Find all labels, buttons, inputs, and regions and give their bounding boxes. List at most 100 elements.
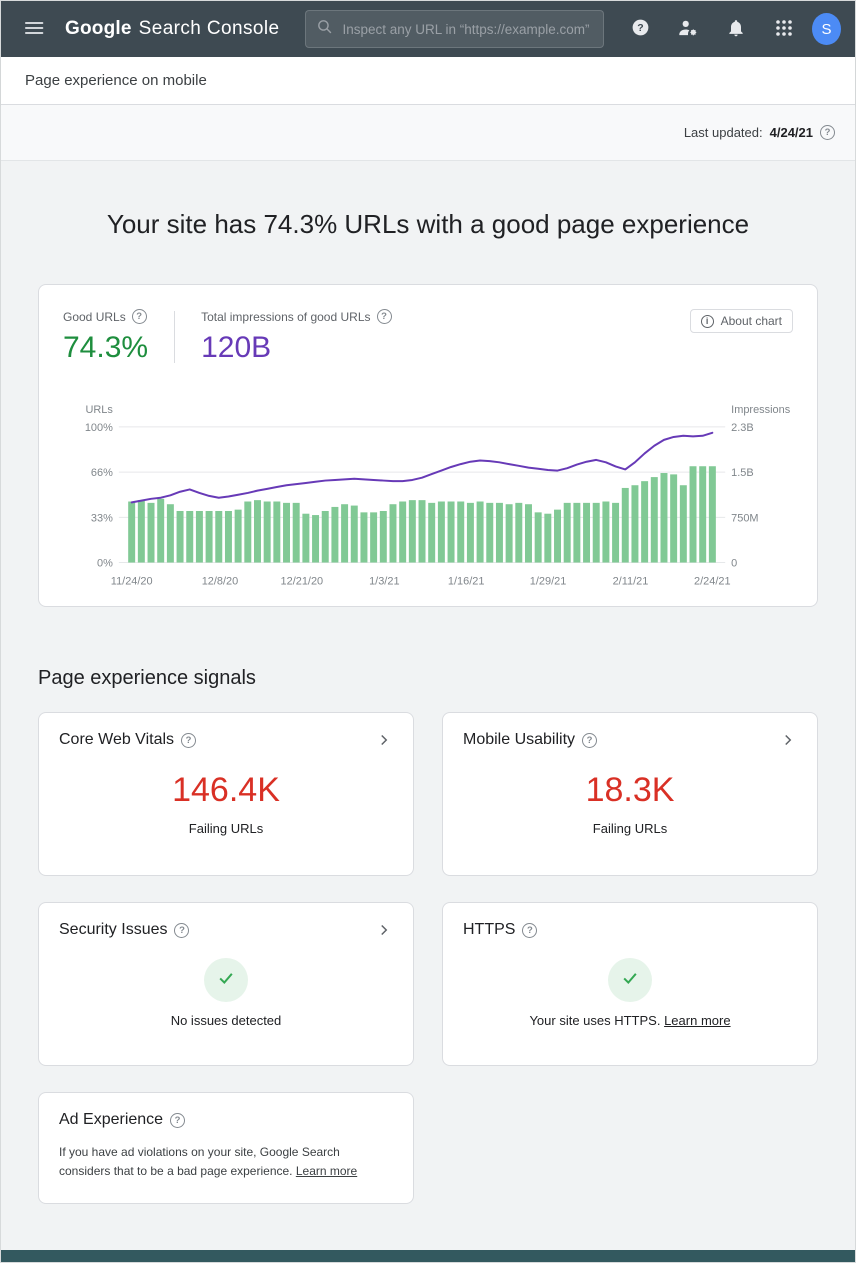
page-experience-chart[interactable]: URLs 100% 66% 33% 0% Impressions 2.3B 1.5B 750M 0…	[63, 393, 793, 592]
menu-button[interactable]	[15, 9, 55, 49]
card-title: Ad Experience	[59, 1111, 164, 1129]
https-help-icon[interactable]	[522, 922, 538, 938]
https-learn-more-link[interactable]: Learn more	[664, 1013, 731, 1029]
mobile-usability-help-icon[interactable]	[582, 732, 598, 748]
footer-bar	[1, 1250, 855, 1263]
card-https: HTTPS Your site uses HTTPS. Learn more	[442, 902, 818, 1067]
ad-experience-help-icon[interactable]	[170, 1112, 186, 1128]
card-title: Security Issues	[59, 921, 168, 939]
card-ad-experience: Ad Experience If you have ad violations …	[38, 1092, 414, 1205]
card-header: HTTPS	[463, 921, 797, 939]
signals-heading: Page experience signals	[38, 667, 256, 690]
search-icon	[316, 18, 333, 40]
info-icon	[700, 314, 714, 328]
ad-experience-learn-more-link[interactable]: Learn more	[295, 1164, 358, 1179]
main-content: Your site has 74.3% URLs with a good pag…	[1, 161, 855, 1212]
svg-text:100%: 100%	[85, 422, 113, 434]
bell-icon	[726, 18, 746, 41]
card-header: Core Web Vitals	[59, 731, 393, 749]
card-title: HTTPS	[463, 921, 516, 939]
breadcrumb: Page experience on mobile	[25, 72, 207, 89]
svg-text:0%: 0%	[97, 558, 113, 570]
help-icon: ?	[630, 17, 651, 41]
failing-urls-caption: Failing URLs	[188, 820, 264, 836]
impressions-label: Total impressions of good URLs	[201, 309, 371, 324]
logo-google: Google	[65, 18, 132, 39]
chart-left-axis: URLs 100% 66% 33% 0%	[85, 404, 114, 570]
account-avatar[interactable]: S	[812, 13, 841, 45]
card-security-issues[interactable]: Security Issues No issues detected	[38, 902, 414, 1067]
https-caption-text: Your site uses HTTPS.	[529, 1013, 661, 1029]
svg-text:1/29/21: 1/29/21	[530, 575, 567, 587]
impressions-stat: Total impressions of good URLs 120B	[201, 309, 392, 365]
failing-urls-caption: Failing URLs	[592, 820, 668, 836]
svg-text:11/24/20: 11/24/20	[111, 575, 153, 587]
svg-text:1/3/21: 1/3/21	[369, 575, 399, 587]
chart-card: Good URLs 74.3% Total impressions of goo…	[38, 284, 818, 608]
notifications-button[interactable]	[716, 9, 756, 49]
svg-text:Impressions: Impressions	[731, 404, 791, 416]
good-urls-help-icon[interactable]	[131, 309, 147, 324]
ad-experience-text: If you have ad violations on your site, …	[59, 1145, 340, 1179]
chevron-right-icon	[375, 921, 393, 939]
svg-text:1/16/21: 1/16/21	[448, 575, 485, 587]
chart-bars	[128, 466, 716, 563]
app-header: Google Search Console ?	[1, 1, 855, 57]
success-badge	[204, 958, 248, 1003]
card-title: Core Web Vitals	[59, 731, 175, 749]
chevron-right-icon	[375, 731, 393, 749]
page-title: Your site has 74.3% URLs with a good pag…	[106, 209, 750, 239]
last-updated-help-icon[interactable]	[820, 125, 835, 140]
good-urls-value: 74.3%	[63, 331, 149, 364]
good-urls-stat: Good URLs 74.3%	[63, 309, 148, 365]
stat-divider	[174, 311, 176, 363]
url-inspection-input[interactable]	[342, 21, 594, 37]
svg-text:0: 0	[731, 558, 737, 570]
breadcrumb-bar: Page experience on mobile	[1, 57, 855, 105]
check-icon	[620, 968, 640, 993]
card-body: 18.3K Failing URLs	[463, 749, 797, 853]
chart-right-axis: Impressions 2.3B 1.5B 750M 0	[731, 404, 791, 570]
svg-text:2/24/21: 2/24/21	[694, 575, 731, 587]
ad-experience-description: If you have ad violations on your site, …	[59, 1143, 393, 1180]
chart-line	[130, 431, 714, 504]
last-updated-value: 4/24/21	[769, 125, 813, 140]
product-logo[interactable]: Google Search Console	[65, 18, 279, 40]
about-chart-label: About chart	[720, 314, 782, 328]
card-header: Ad Experience	[59, 1111, 393, 1129]
chevron-right-icon	[779, 731, 797, 749]
good-urls-label: Good URLs	[63, 309, 126, 324]
https-caption: Your site uses HTTPS. Learn more	[529, 1013, 730, 1028]
svg-text:?: ?	[637, 22, 643, 34]
svg-text:12/21/20: 12/21/20	[281, 575, 324, 587]
svg-text:12/8/20: 12/8/20	[202, 575, 239, 587]
no-issues-caption: No issues detected	[170, 1013, 282, 1029]
signals-grid: Core Web Vitals 146.4K Failing URLs Mobi…	[38, 712, 818, 1212]
hamburger-icon	[25, 18, 45, 41]
check-icon	[216, 968, 236, 993]
user-settings-button[interactable]	[668, 9, 708, 49]
last-updated-label: Last updated:	[683, 125, 763, 140]
url-inspection-searchbox	[305, 10, 605, 48]
chart-x-labels: 11/24/20 12/8/20 12/21/20 1/3/21 1/16/21 1/29…	[111, 575, 731, 587]
card-body: 146.4K Failing URLs	[59, 749, 393, 853]
card-header: Security Issues	[59, 921, 393, 939]
apps-grid-button[interactable]	[764, 9, 804, 49]
svg-text:33%: 33%	[91, 512, 113, 524]
security-issues-help-icon[interactable]	[174, 922, 190, 938]
card-body: Your site uses HTTPS. Learn more	[463, 939, 797, 1043]
svg-text:1.5B: 1.5B	[731, 467, 754, 479]
svg-text:2.3B: 2.3B	[731, 422, 754, 434]
core-web-vitals-help-icon[interactable]	[181, 732, 197, 748]
card-core-web-vitals[interactable]: Core Web Vitals 146.4K Failing URLs	[38, 712, 414, 877]
impressions-value: 120B	[201, 331, 272, 364]
impressions-help-icon[interactable]	[376, 309, 392, 324]
help-button[interactable]: ?	[620, 9, 660, 49]
card-header: Mobile Usability	[463, 731, 797, 749]
about-chart-button[interactable]: About chart	[689, 309, 793, 333]
user-settings-icon	[677, 17, 699, 42]
card-mobile-usability[interactable]: Mobile Usability 18.3K Failing URLs	[442, 712, 818, 877]
card-body: No issues detected	[59, 939, 393, 1043]
svg-text:URLs: URLs	[85, 404, 113, 416]
status-bar: Last updated: 4/24/21	[1, 105, 855, 161]
